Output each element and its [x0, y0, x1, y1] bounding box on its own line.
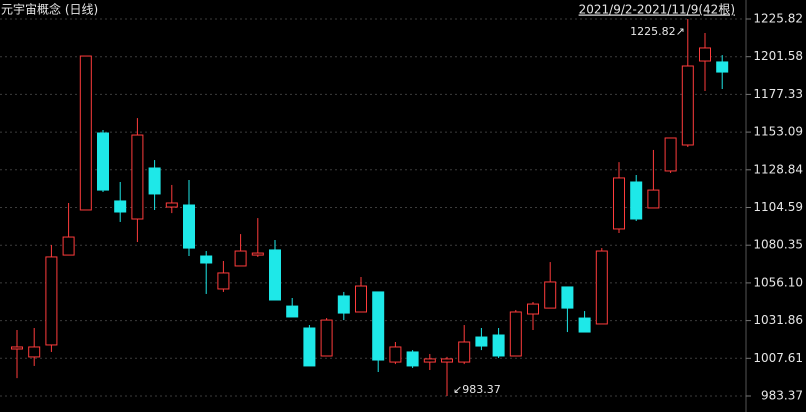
y-tick-label: 1007.61	[753, 351, 803, 365]
candle-body	[234, 250, 247, 267]
candle-body	[114, 200, 127, 213]
candle-body	[423, 358, 436, 363]
y-tick-label: 1225.82	[753, 12, 803, 26]
candle-body	[217, 272, 230, 290]
candle-body	[458, 341, 471, 363]
candle-body	[183, 204, 195, 249]
candle-body	[200, 255, 213, 264]
candle-body	[699, 47, 711, 62]
candle-body	[527, 303, 539, 315]
candle-body	[11, 346, 23, 350]
candle-body	[716, 61, 729, 73]
candle-body	[269, 249, 281, 301]
candle-body	[544, 281, 557, 309]
y-tick-label: 1104.59	[753, 200, 803, 214]
max-annotation: 1225.82↗	[630, 25, 685, 38]
candle-body	[79, 55, 92, 211]
candle-body	[647, 189, 660, 209]
candle-body	[372, 291, 385, 361]
candle-body	[337, 295, 350, 314]
candle-body	[97, 132, 109, 191]
y-tick-label: 1177.33	[753, 87, 803, 101]
candle-body	[561, 286, 574, 309]
candle-body	[45, 256, 58, 346]
y-tick-label: 1153.09	[753, 125, 803, 139]
min-annotation: ↙983.37	[453, 383, 501, 396]
candle-body	[148, 167, 161, 195]
candle-body	[62, 236, 75, 256]
candle-body	[441, 358, 453, 363]
chart-title: 元宇宙概念 (日线)	[1, 2, 98, 17]
y-tick-label: 1080.35	[753, 238, 803, 252]
candle-body	[595, 250, 608, 325]
y-tick-label: 983.37	[761, 389, 803, 403]
candle-body	[320, 319, 333, 357]
candle-body	[286, 305, 299, 318]
candle-body	[578, 317, 591, 333]
candle-body	[406, 351, 419, 367]
candle-body	[251, 252, 264, 256]
candle-body	[28, 346, 41, 358]
y-tick-label: 1201.58	[753, 49, 803, 63]
y-tick-label: 1128.84	[753, 162, 803, 176]
candle-body	[664, 137, 677, 172]
candle-body	[492, 334, 505, 357]
candle-body	[355, 285, 367, 313]
candle-body	[165, 202, 178, 208]
candle-body	[630, 181, 643, 220]
y-tick-label: 1056.10	[753, 275, 803, 289]
date-range: 2021/9/2-2021/11/9(42根)	[579, 3, 735, 17]
candle-body	[681, 65, 694, 146]
y-tick-label: 1031.86	[753, 313, 803, 327]
candle-body	[475, 336, 488, 347]
candle-body	[303, 327, 316, 367]
candle-body	[509, 311, 522, 357]
candle-body	[131, 134, 144, 220]
candle-body	[613, 177, 625, 230]
candle-body	[389, 346, 402, 363]
